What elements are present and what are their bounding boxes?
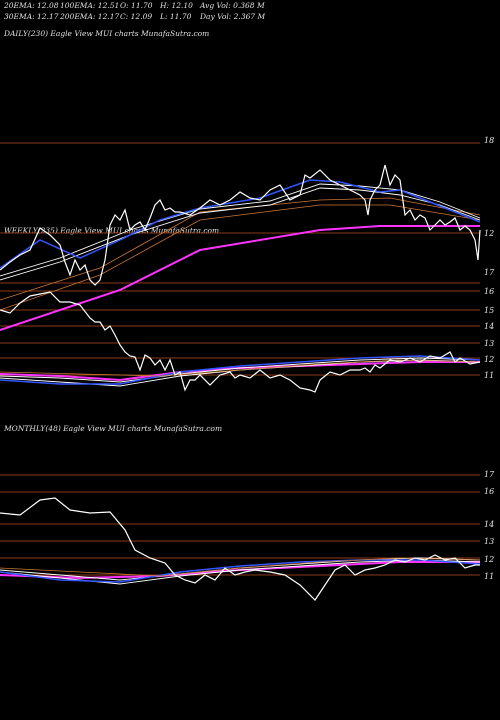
weekly-tick-14: 14 [484,322,494,331]
monthly-tick-17: 17 [484,470,495,479]
daily-tick-18: 18 [484,136,494,145]
weekly-ema-brown [0,359,481,377]
daily-tick-17: 17 [484,268,495,277]
daily-ema-white-2 [0,183,481,277]
monthly-price-line [0,497,480,601]
monthly-tick-13: 13 [484,537,494,546]
ema20-label: 20EMA: 12.08 [4,1,59,10]
high-label: H: 12.10 [160,1,193,10]
monthly-tick-12: 12 [484,555,494,564]
daily-ema-short [0,179,481,269]
weekly-tick-11: 11 [484,371,494,380]
weekly-tick-12: 12 [484,355,494,364]
weekly-tick-16: 16 [484,287,494,296]
weekly-ema-white-1 [0,359,481,387]
daily-ema-long-1 [0,225,480,331]
daily-price-line [0,164,481,286]
ema200-label: 200EMA: 12.17 [60,12,120,21]
close-label: C: 12.09 [120,12,153,21]
open-label: O: 11.70 [120,1,153,10]
weekly-tick-15: 15 [484,306,494,315]
day-vol-label: Day Vol: 2.367 M [200,12,266,21]
monthly-tick-14: 14 [484,520,494,529]
low-label: L: 11.70 [160,12,192,21]
monthly-ema-brown [0,557,481,577]
weekly-ema-short [0,355,481,385]
weekly-price-line [0,291,481,393]
monthly-chart-title: MONTHLY(48) Eagle View MUI charts Munafa… [4,424,223,433]
avg-vol-label: Avg Vol: 0.368 M [200,1,265,10]
weekly-chart-title: WEEKLY(235) Eagle View MUI charts Munafa… [4,226,220,235]
ema100-label: 100EMA: 12.51 [60,1,120,10]
weekly-ema-long [0,361,480,382]
weekly-tick-13: 13 [484,339,494,348]
weekly-ema-white-2 [0,357,481,383]
monthly-tick-16: 16 [484,487,494,496]
daily-ema-white-1 [0,187,481,281]
daily-ema-long-2 [0,204,481,311]
daily-chart-title: DAILY(230) Eagle View MUI charts MunafaS… [4,29,210,38]
monthly-ema-short [0,559,481,583]
daily-tick-12: 12 [484,229,494,238]
monthly-tick-11: 11 [484,572,494,581]
ema30-label: 30EMA: 12.17 [4,12,59,21]
